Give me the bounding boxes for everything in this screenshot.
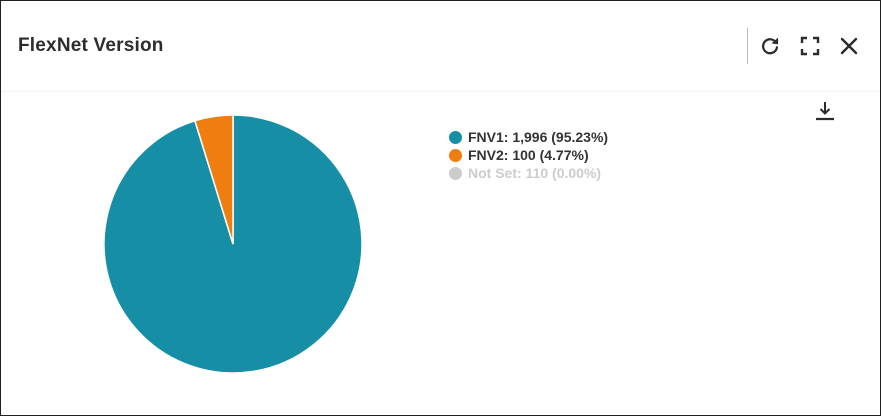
- legend-item-fnv1[interactable]: FNV1: 1,996 (95.23%): [449, 128, 608, 146]
- close-button[interactable]: [837, 34, 861, 58]
- legend-item-fnv2[interactable]: FNV2: 100 (4.77%): [449, 146, 608, 164]
- close-icon: [840, 37, 858, 55]
- widget-title: FlexNet Version: [18, 35, 164, 56]
- legend-label-not-set: Not Set: 110 (0.00%): [468, 165, 602, 181]
- legend-label-fnv1: FNV1: 1,996 (95.23%): [468, 129, 609, 145]
- fullscreen-icon: [800, 36, 820, 56]
- legend-swatch-fnv1: [449, 130, 462, 144]
- download-button[interactable]: [813, 99, 837, 123]
- chart-area: FNV1: 1,996 (95.23%) FNV2: 100 (4.77%) N…: [1, 92, 880, 415]
- pie-chart: [103, 114, 363, 374]
- widget-header: FlexNet Version: [1, 1, 880, 92]
- pie-slice-fnv2[interactable]: [193, 114, 234, 245]
- refresh-button[interactable]: [758, 34, 782, 58]
- header-divider: [747, 28, 748, 64]
- fullscreen-button[interactable]: [798, 34, 822, 58]
- refresh-icon: [762, 37, 779, 55]
- legend-item-not-set[interactable]: Not Set: 110 (0.00%): [449, 164, 608, 182]
- chart-legend: FNV1: 1,996 (95.23%) FNV2: 100 (4.77%) N…: [449, 128, 608, 182]
- download-icon: [816, 102, 834, 121]
- legend-swatch-not-set: [449, 166, 462, 180]
- legend-swatch-fnv2: [449, 148, 462, 162]
- legend-label-fnv2: FNV2: 100 (4.77%): [468, 147, 589, 163]
